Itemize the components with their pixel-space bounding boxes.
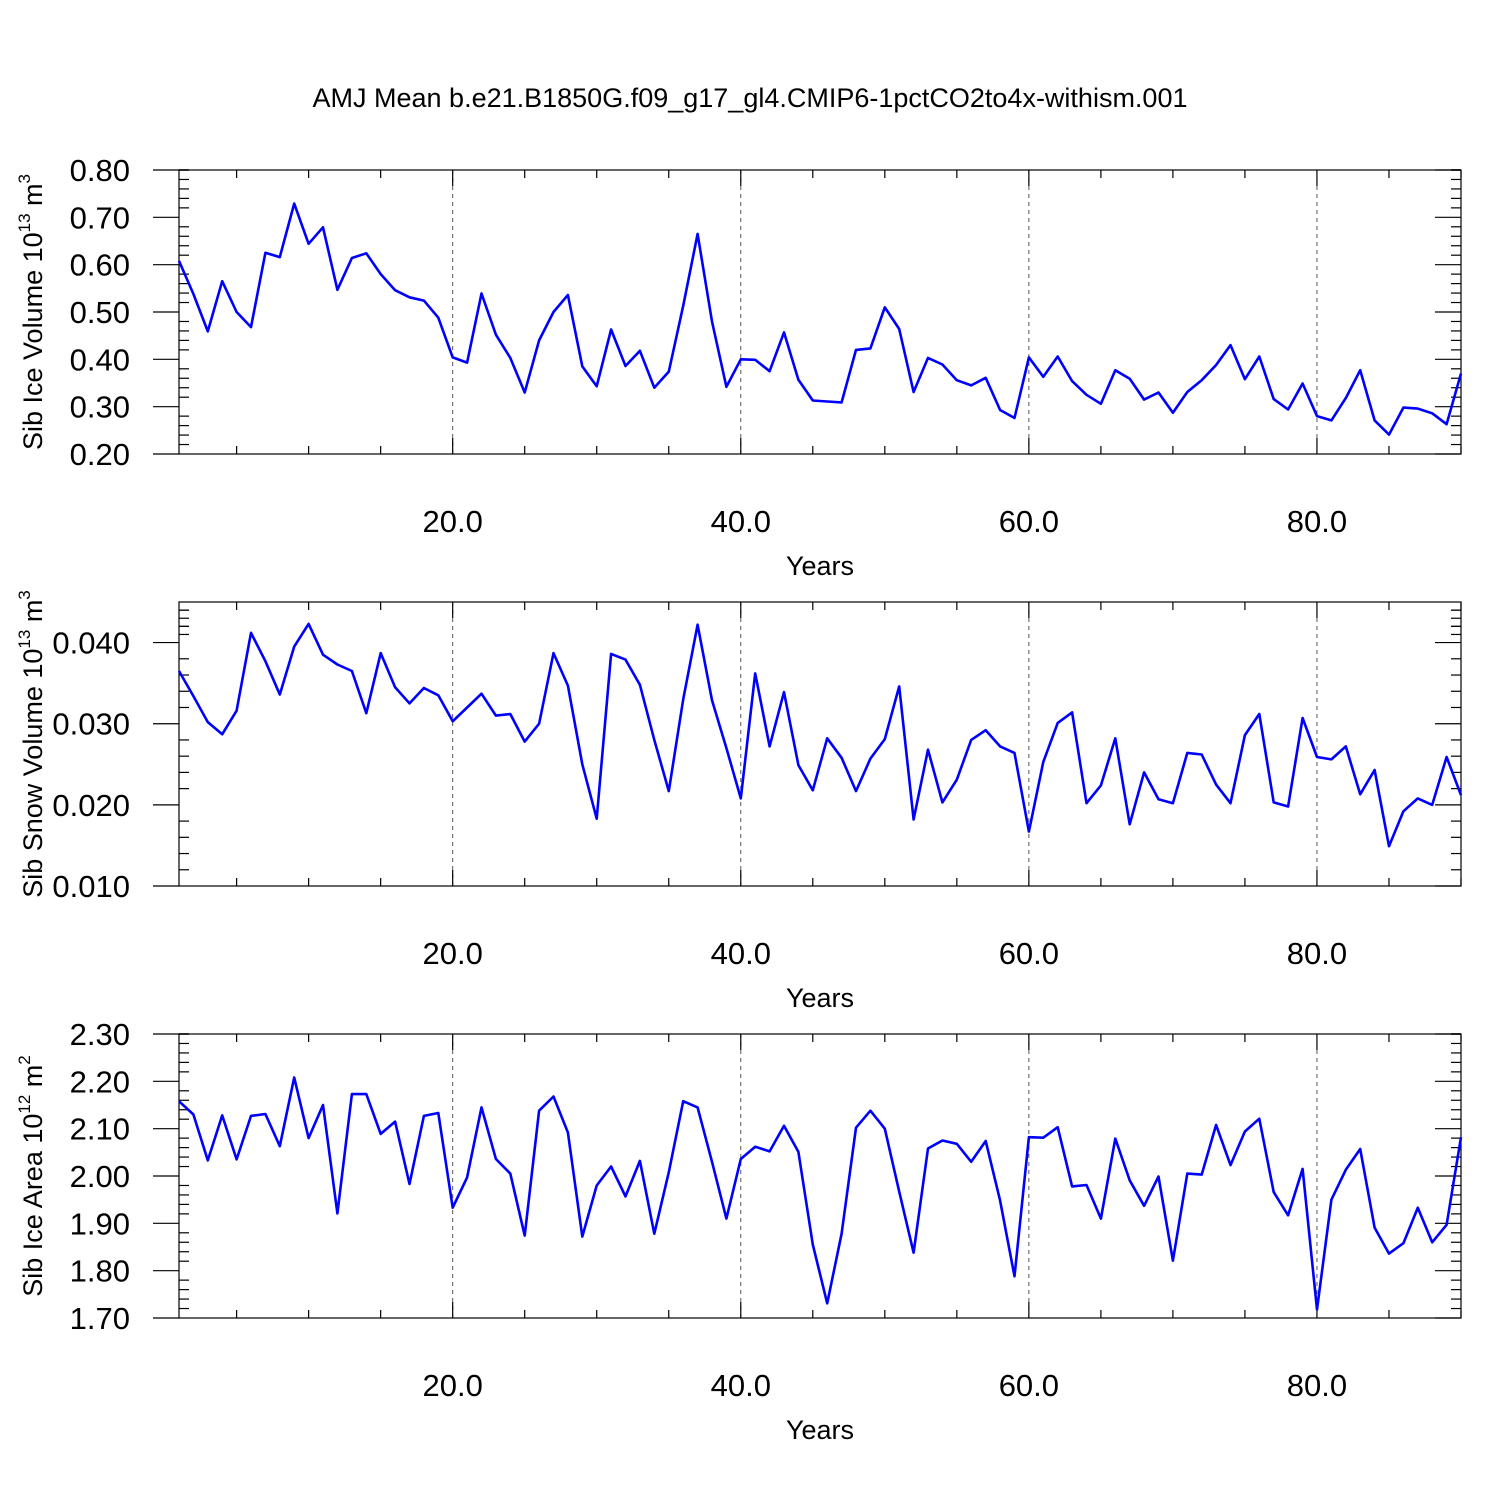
y-tick-label: 0.50 <box>70 295 130 330</box>
y-axis-label-part: 13 <box>15 630 34 649</box>
x-tick-label: 20.0 <box>423 1368 483 1403</box>
y-tick-label: 0.020 <box>52 788 130 823</box>
y-tick-label: 2.20 <box>70 1064 130 1099</box>
y-axis-label-part: 2 <box>15 1055 34 1064</box>
x-axis-label: Years <box>786 1415 854 1445</box>
y-tick-label: 0.030 <box>52 707 130 742</box>
series-line <box>178 1076 1463 1311</box>
x-tick-label: 60.0 <box>999 1368 1059 1403</box>
y-axis-label-part: Sib Ice Area 10 <box>18 1114 48 1297</box>
y-axis-label: Sib Ice Volume 1013 m3 <box>15 174 48 450</box>
y-tick-label: 2.00 <box>70 1159 130 1194</box>
y-axis-label-part: Sib Snow Volume 10 <box>18 649 48 898</box>
y-tick-label: 0.040 <box>52 626 130 661</box>
y-axis-label-part: m <box>18 1065 48 1095</box>
y-tick-label: 0.010 <box>52 869 130 904</box>
y-axis-label: Sib Snow Volume 1013 m3 <box>15 590 48 898</box>
y-axis-label-part: Sib Ice Volume 10 <box>18 232 48 450</box>
y-axis-label-part: m <box>18 600 48 630</box>
panel-3: 1.70 1.80 1.90 2.00 2.10 2.20 2.30 20.0 40.0 60.0… <box>15 1017 1463 1445</box>
x-tick-label: 80.0 <box>1287 504 1347 539</box>
panel-1: 0.20 0.30 0.40 0.50 0.60 0.70 0.80 20.0 40.0 60.0… <box>15 153 1463 581</box>
panel-2: 0.010 0.020 0.030 0.040 20.0 40.0 60.0 80.0 Year… <box>15 590 1463 1013</box>
y-tick-label: 0.70 <box>70 200 130 235</box>
y-axis-label-part: 13 <box>15 213 34 232</box>
y-tick-label: 0.80 <box>70 153 130 188</box>
chart-title: AMJ Mean b.e21.B1850G.f09_g17_gl4.CMIP6-… <box>313 83 1188 113</box>
y-tick-label: 0.60 <box>70 248 130 283</box>
y-axis-label-part: 3 <box>15 590 34 599</box>
y-tick-label: 2.30 <box>70 1017 130 1052</box>
x-tick-label: 20.0 <box>423 936 483 971</box>
x-tick-label: 60.0 <box>999 936 1059 971</box>
y-tick-label: 1.90 <box>70 1206 130 1241</box>
series-line <box>177 622 1463 848</box>
x-tick-label: 40.0 <box>711 504 771 539</box>
plot-frame <box>178 601 1462 887</box>
y-tick-label: 2.10 <box>70 1112 130 1147</box>
x-tick-label: 40.0 <box>711 1368 771 1403</box>
plot-frame <box>178 169 1462 455</box>
y-axis-label-part: m <box>18 183 48 213</box>
series-line <box>177 202 1463 436</box>
x-tick-label: 80.0 <box>1287 1368 1347 1403</box>
y-axis-label-part: 12 <box>15 1095 34 1114</box>
x-tick-label: 80.0 <box>1287 936 1347 971</box>
x-tick-label: 60.0 <box>999 504 1059 539</box>
y-tick-label: 0.30 <box>70 390 130 425</box>
y-tick-label: 0.40 <box>70 342 130 377</box>
y-axis-label-part: 3 <box>15 174 34 183</box>
y-tick-label: 1.70 <box>70 1301 130 1336</box>
x-tick-label: 40.0 <box>711 936 771 971</box>
x-axis-label: Years <box>786 551 854 581</box>
y-tick-label: 0.20 <box>70 437 130 472</box>
y-axis-label: Sib Ice Area 1012 m2 <box>15 1055 48 1297</box>
plot-frame <box>178 1033 1462 1319</box>
y-tick-label: 1.80 <box>70 1254 130 1289</box>
x-tick-label: 20.0 <box>423 504 483 539</box>
x-axis-label: Years <box>786 983 854 1013</box>
